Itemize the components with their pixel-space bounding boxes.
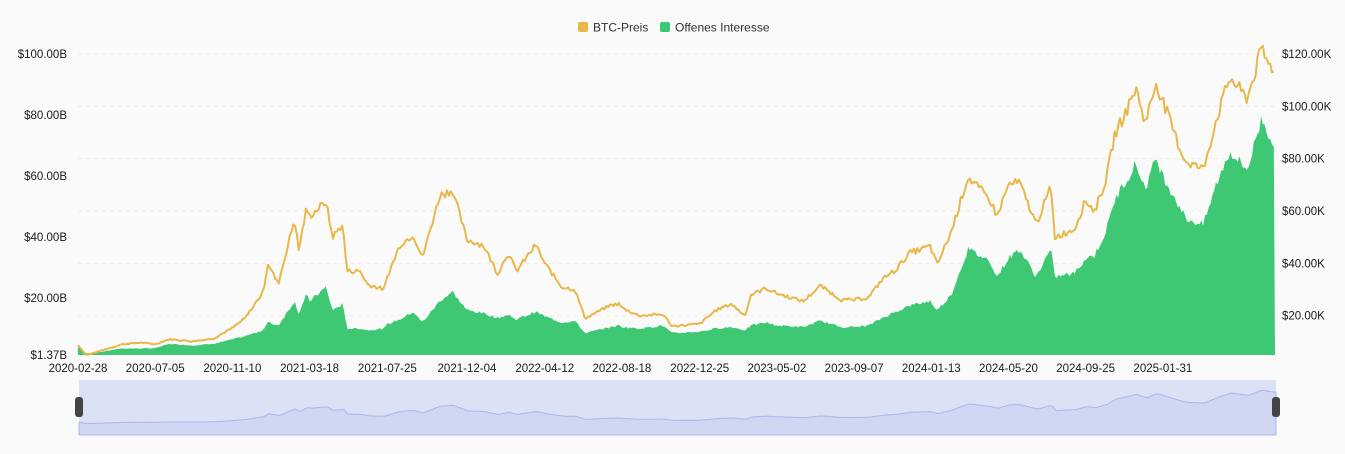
- navigator-series: [78, 389, 1277, 436]
- x-tick-label: 2024-01-13: [902, 363, 961, 375]
- x-axis: 2020-02-28 2020-07-05 2020-11-10 2021-03-18…: [49, 363, 1193, 375]
- navigator-selected-range[interactable]: [79, 380, 1276, 435]
- x-tick-label: 2020-02-28: [49, 363, 108, 375]
- x-tick-label: 2024-05-20: [979, 363, 1038, 375]
- y-left-tick-label: $20.00B: [24, 293, 67, 305]
- plot-area: [77, 44, 1275, 357]
- y-right-tick-label: $60.00K: [1282, 206, 1325, 218]
- y-left-tick-label: $80.00B: [24, 110, 67, 122]
- series-open-interest-area: [78, 116, 1275, 355]
- y-right-tick-label: $80.00K: [1282, 154, 1325, 166]
- x-tick-label: 2021-07-25: [358, 363, 417, 375]
- legend-swatch-btc-price: [578, 22, 588, 32]
- x-tick-label: 2025-01-31: [1133, 363, 1192, 375]
- y-left-tick-label: $100.00B: [18, 49, 68, 61]
- y-left-tick-label: $40.00B: [24, 232, 67, 244]
- y-right-tick-label: $120.00K: [1282, 49, 1332, 61]
- x-tick-label: 2022-04-12: [515, 363, 574, 375]
- x-tick-label: 2020-07-05: [126, 363, 185, 375]
- x-tick-label: 2021-12-04: [438, 363, 497, 375]
- navigator-handle-left[interactable]: [75, 397, 83, 417]
- y-axis-right: $20.00K $40.00K $60.00K $80.00K $100.00K $120…: [1282, 49, 1332, 323]
- series-btc-price-line: [77, 44, 1275, 357]
- y-right-tick-label: $40.00K: [1282, 258, 1325, 270]
- y-axis-left: $1.37B $20.00B $40.00B $60.00B $80.00B $100.0…: [18, 49, 68, 362]
- x-tick-label: 2023-09-07: [825, 363, 884, 375]
- y-right-tick-label: $20.00K: [1282, 311, 1325, 323]
- x-tick-label: 2020-11-10: [203, 363, 261, 375]
- x-tick-label: 2024-09-25: [1056, 363, 1115, 375]
- legend-label-btc-price: BTC-Preis: [593, 21, 648, 35]
- x-tick-label: 2022-12-25: [670, 363, 729, 375]
- legend-item-btc-price[interactable]: BTC-Preis: [578, 21, 648, 35]
- x-tick-label: 2023-05-02: [747, 363, 806, 375]
- legend-swatch-open-interest: [660, 22, 670, 32]
- x-tick-label: 2021-03-18: [280, 363, 339, 375]
- y-left-tick-label: $1.37B: [31, 350, 68, 362]
- x-tick-label: 2022-08-18: [593, 363, 652, 375]
- chart-legend[interactable]: BTC-Preis Offenes Interesse: [578, 21, 770, 35]
- legend-label-open-interest: Offenes Interesse: [675, 21, 770, 35]
- y-right-tick-label: $100.00K: [1282, 101, 1332, 113]
- y-left-tick-label: $60.00B: [24, 171, 67, 183]
- legend-item-open-interest[interactable]: Offenes Interesse: [660, 21, 770, 35]
- range-navigator[interactable]: [75, 380, 1280, 436]
- navigator-handle-right[interactable]: [1272, 397, 1280, 417]
